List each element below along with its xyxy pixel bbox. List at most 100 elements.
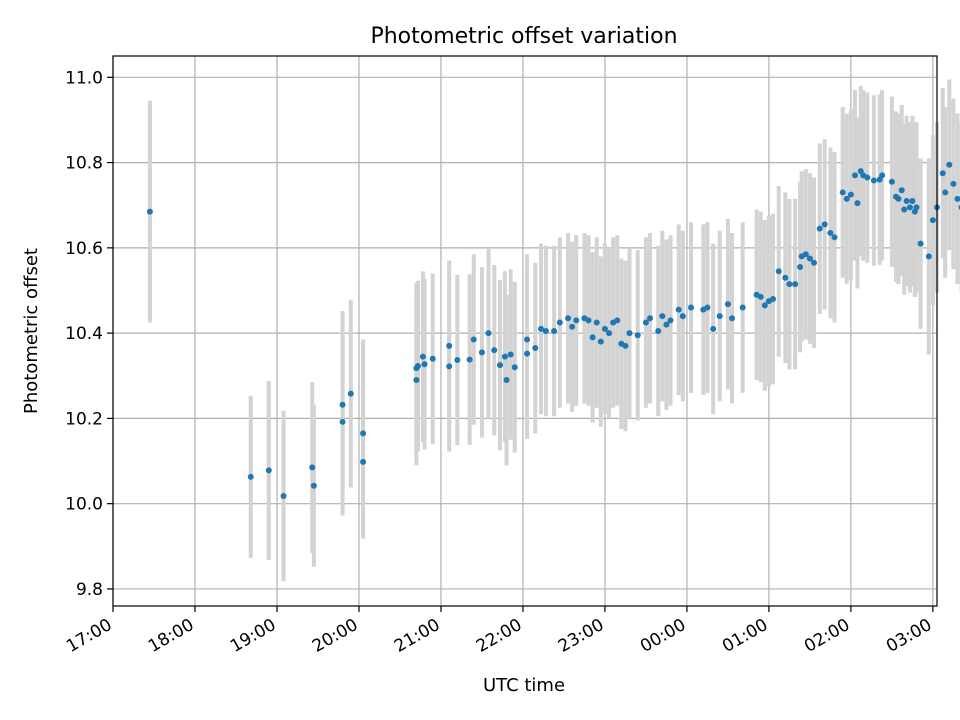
data-point xyxy=(446,342,453,349)
data-point xyxy=(761,302,768,309)
data-point xyxy=(821,221,828,228)
data-point xyxy=(503,377,510,384)
data-point xyxy=(675,306,682,313)
data-point xyxy=(688,304,695,311)
data-point xyxy=(478,349,485,356)
data-point xyxy=(347,390,354,397)
data-point xyxy=(415,362,422,369)
data-point xyxy=(556,319,563,326)
data-point xyxy=(247,473,254,480)
data-point xyxy=(470,336,477,343)
data-point xyxy=(485,330,492,337)
data-point xyxy=(724,301,731,308)
data-point xyxy=(454,356,461,363)
data-point xyxy=(496,362,503,369)
y-tick-label: 9.8 xyxy=(76,580,103,600)
data-point xyxy=(655,328,662,334)
data-point xyxy=(802,251,809,258)
data-point xyxy=(929,217,936,224)
y-tick-label: 10.0 xyxy=(65,495,103,515)
y-axis-label: Photometric offset xyxy=(21,248,42,414)
data-point xyxy=(901,206,908,213)
data-point xyxy=(679,313,686,320)
y-tick-label: 11.0 xyxy=(65,68,103,88)
data-point xyxy=(511,364,518,371)
data-point xyxy=(659,313,666,320)
data-point xyxy=(585,317,592,324)
data-point xyxy=(757,293,764,300)
data-point xyxy=(913,204,920,211)
data-point xyxy=(906,204,913,211)
data-point xyxy=(888,178,895,185)
data-point xyxy=(839,189,846,196)
data-point xyxy=(642,319,649,326)
data-point xyxy=(524,336,531,343)
y-tick-label: 10.2 xyxy=(65,409,103,429)
data-point xyxy=(775,268,782,275)
data-point xyxy=(925,253,932,260)
data-point xyxy=(786,281,793,288)
y-tick-label: 10.4 xyxy=(65,324,103,344)
data-point xyxy=(729,315,736,322)
data-point xyxy=(797,264,804,271)
data-point xyxy=(569,323,576,330)
y-tick-label: 10.6 xyxy=(65,239,103,259)
data-point xyxy=(816,225,823,232)
data-point xyxy=(466,356,473,363)
data-point xyxy=(606,330,613,337)
data-point xyxy=(946,161,953,168)
data-point xyxy=(917,240,924,247)
data-point xyxy=(524,350,531,357)
data-point xyxy=(895,195,902,202)
data-point xyxy=(792,281,799,288)
data-point xyxy=(811,259,818,266)
data-point xyxy=(419,353,426,360)
data-point xyxy=(421,361,428,368)
data-point xyxy=(852,172,859,179)
data-point xyxy=(339,401,346,408)
data-point xyxy=(647,315,654,322)
data-point xyxy=(909,197,916,204)
data-point xyxy=(663,321,670,328)
data-point xyxy=(507,351,514,358)
y-axis-ticks: 9.8 10.0 10.2 10.4 10.6 10.8 11.0 xyxy=(65,68,113,600)
data-point xyxy=(827,229,834,236)
data-point xyxy=(950,180,957,187)
axes-frame xyxy=(112,55,938,607)
data-point xyxy=(831,234,838,241)
data-point xyxy=(770,296,777,303)
data-point xyxy=(782,274,789,281)
data-point xyxy=(280,493,287,499)
plot-area xyxy=(146,79,960,582)
data-point xyxy=(903,197,910,204)
data-point xyxy=(626,330,633,337)
data-point xyxy=(146,208,153,215)
data-point xyxy=(942,189,949,196)
data-point xyxy=(939,170,946,177)
data-point xyxy=(879,172,886,179)
data-point xyxy=(898,187,905,194)
point-series xyxy=(146,161,960,499)
data-point xyxy=(667,317,674,324)
data-point xyxy=(593,319,600,326)
data-point xyxy=(589,334,596,341)
data-point xyxy=(446,363,453,370)
data-point xyxy=(339,418,346,425)
data-point xyxy=(739,304,746,311)
data-point xyxy=(843,195,850,202)
chart-title: Photometric offset variation xyxy=(370,24,677,49)
data-point xyxy=(565,315,572,322)
data-point xyxy=(622,342,629,349)
data-point xyxy=(491,347,498,354)
data-point xyxy=(573,317,580,324)
data-point xyxy=(551,328,558,334)
data-point xyxy=(704,304,711,311)
data-point xyxy=(360,458,367,465)
grid-lines xyxy=(112,56,937,606)
data-point xyxy=(542,328,549,334)
data-point xyxy=(501,353,508,360)
data-point xyxy=(360,430,367,437)
data-point xyxy=(537,325,544,332)
y-tick-label: 10.8 xyxy=(65,154,103,174)
